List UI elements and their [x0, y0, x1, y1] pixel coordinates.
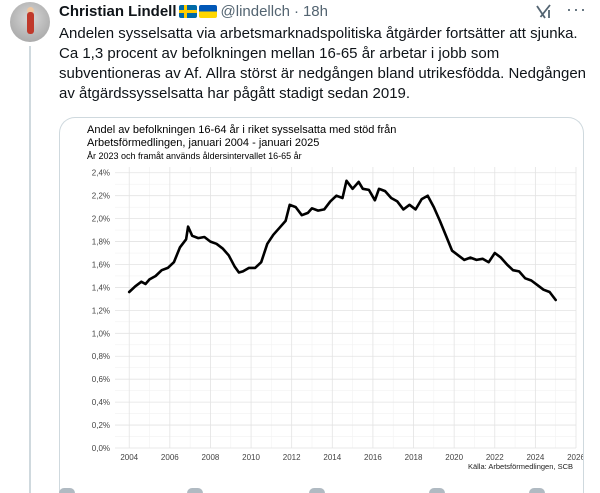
y-tick-label: 2,0%	[92, 215, 110, 224]
x-tick-label: 2020	[445, 453, 463, 462]
repost-icon[interactable]	[187, 488, 203, 493]
x-tick-label: 2004	[120, 453, 138, 462]
share-icon[interactable]	[529, 488, 545, 493]
y-tick-label: 1,0%	[92, 329, 110, 338]
action-bar-hint	[59, 488, 589, 493]
post-time[interactable]: 18h	[302, 2, 328, 20]
chart-subtitle: År 2023 och framåt används åldersinterva…	[87, 151, 302, 161]
y-tick-label: 1,8%	[92, 238, 110, 247]
ukraine-flag-icon	[198, 4, 217, 18]
y-tick-label: 0,2%	[92, 421, 110, 430]
y-tick-label: 0,0%	[92, 444, 110, 453]
grid-minor	[115, 167, 576, 448]
chart-title-line2: Arbetsförmedlingen, januari 2004 - janua…	[87, 137, 319, 149]
views-icon[interactable]	[429, 488, 445, 493]
reply-icon[interactable]	[59, 488, 75, 493]
chart-caption: Källa: Arbetsförmedlingen, SCB	[468, 462, 573, 471]
y-tick-label: 0,4%	[92, 398, 110, 407]
x-tick-label: 2008	[202, 453, 220, 462]
y-tick-label: 0,8%	[92, 352, 110, 361]
y-tick-label: 0,6%	[92, 375, 110, 384]
x-tick-label: 2018	[405, 453, 423, 462]
y-tick-label: 2,4%	[92, 169, 110, 178]
x-tick-label: 2014	[323, 453, 341, 462]
thread-line	[29, 46, 31, 493]
x-tick-label: 2006	[161, 453, 179, 462]
author-handle[interactable]: @lindellch	[220, 2, 290, 20]
author-name[interactable]: Christian Lindell	[59, 2, 177, 20]
x-axis-labels: 2004 2006 2008 2010 2012 2014 2016 2018 2020 2022…	[120, 453, 584, 462]
more-horizontal-icon[interactable]: ···	[566, 0, 587, 19]
y-tick-label: 1,4%	[92, 283, 110, 292]
grok-icon[interactable]	[534, 2, 554, 22]
x-tick-label: 2022	[486, 453, 504, 462]
y-tick-label: 2,2%	[92, 192, 110, 201]
y-tick-label: 1,2%	[92, 306, 110, 315]
sweden-flag-icon	[178, 4, 197, 18]
grid-major	[115, 167, 577, 449]
line-chart: Andel av befolkningen 16-64 år i riket s…	[87, 124, 584, 471]
chart-title-line1: Andel av befolkningen 16-64 år i riket s…	[87, 124, 396, 136]
x-tick-label: 2016	[364, 453, 382, 462]
avatar-head	[27, 7, 34, 14]
like-icon[interactable]	[309, 488, 325, 493]
y-axis-labels: 0,0% 0,2% 0,4% 0,6% 0,8% 1,0% 1,2% 1,4% 1,6% 1,8%…	[92, 169, 110, 453]
x-tick-label: 2026	[567, 453, 584, 462]
tweet-header: Christian Lindell @lindellch · 18h	[59, 0, 328, 22]
x-tick-label: 2012	[283, 453, 301, 462]
avatar[interactable]	[10, 2, 50, 42]
avatar-figure	[27, 12, 34, 34]
tweet-text: Andelen sysselsatta via arbetsmarknadspo…	[59, 25, 587, 102]
x-tick-label: 2024	[526, 453, 544, 462]
series-line	[127, 179, 557, 302]
chart-image-card[interactable]: Andel av befolkningen 16-64 år i riket s…	[59, 117, 584, 493]
x-tick-label: 2010	[242, 453, 260, 462]
y-tick-label: 1,6%	[92, 260, 110, 269]
separator-dot: ·	[293, 2, 299, 20]
